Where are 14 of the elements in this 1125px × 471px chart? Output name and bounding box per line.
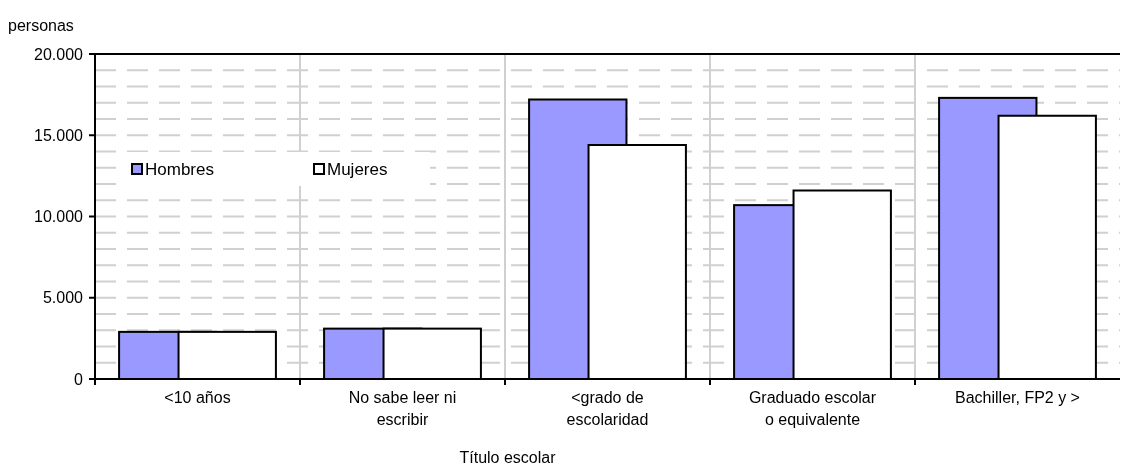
y-tick-label: 15.000 [34, 126, 84, 144]
legend-label: Mujeres [327, 159, 388, 179]
x-tick-label: Bachiller, FP2 y > [955, 389, 1080, 406]
x-tick-label: Graduado escolar o equivalente [748, 389, 877, 428]
y-tick-label: 20.000 [34, 45, 84, 63]
x-tick-label: <10 años [164, 389, 231, 406]
legend-label: Hombres [145, 159, 214, 179]
x-tick-label: <grado de escolaridad [566, 389, 649, 428]
x-axis-title: Título escolar [459, 449, 557, 466]
x-tick-label: No sabe leer ni escribir [348, 389, 457, 428]
y-tick-label: 10.000 [34, 208, 84, 225]
y-tick-label: 5.000 [42, 289, 84, 307]
y-axis-title: personas [8, 17, 74, 34]
y-tick-label: 0 [74, 370, 84, 388]
